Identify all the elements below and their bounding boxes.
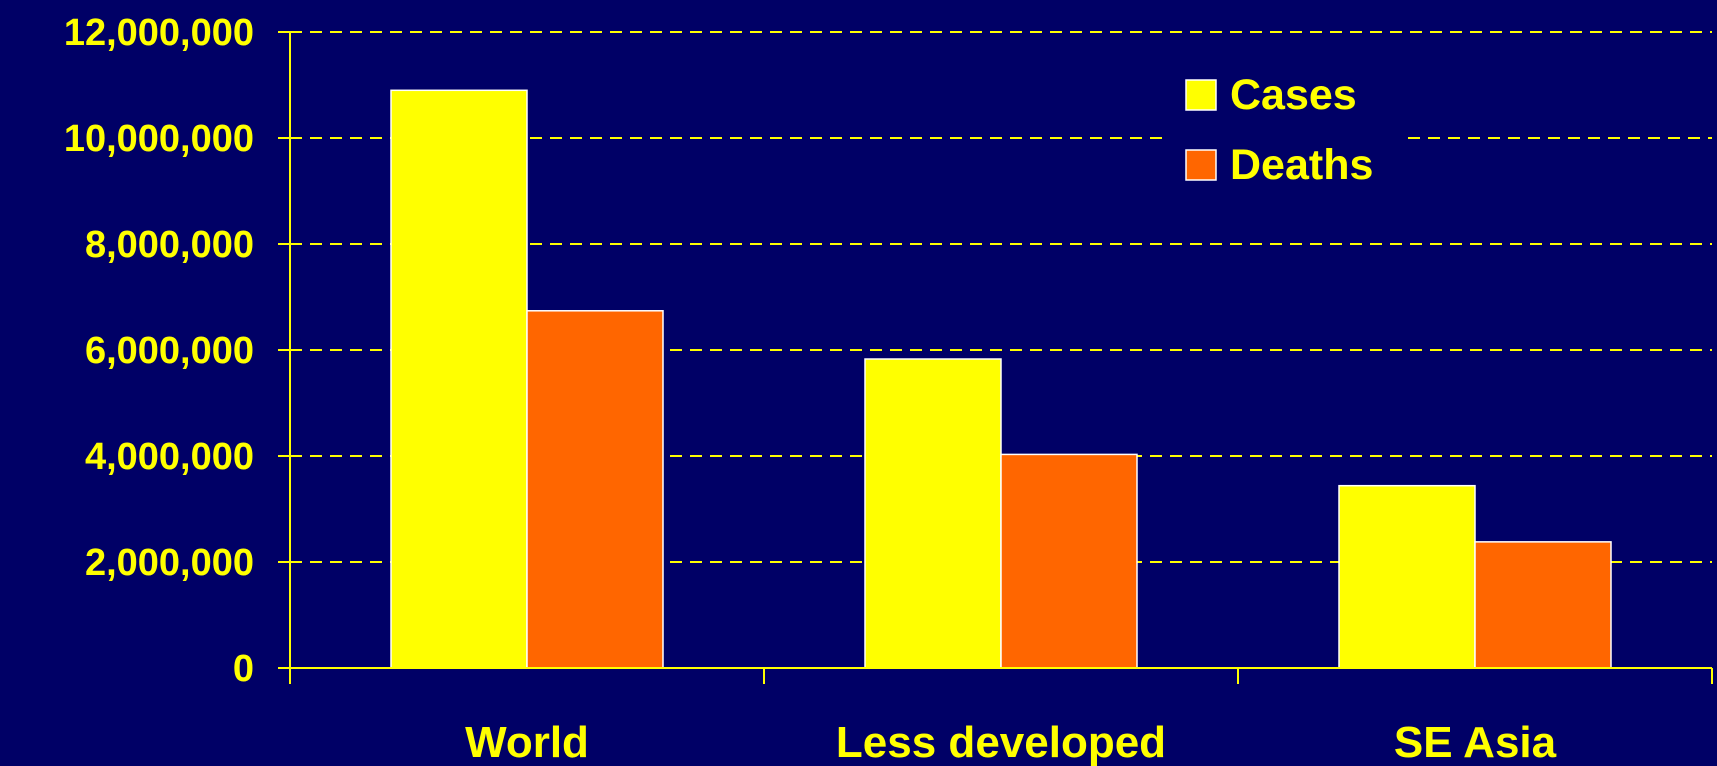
y-tick-label: 4,000,000 xyxy=(85,436,254,478)
legend-swatch-cases xyxy=(1185,79,1217,111)
labels: 0 2,000,000 4,000,000 6,000,000 8,000,000 10,… xyxy=(64,12,1557,766)
bar-cases-0 xyxy=(390,89,528,669)
legend-swatch-deaths xyxy=(1185,149,1217,181)
x-category-label: World xyxy=(465,718,589,766)
bar-cases-1 xyxy=(864,358,1002,669)
y-tick-label: 12,000,000 xyxy=(64,12,254,54)
y-tick-label: 10,000,000 xyxy=(64,118,254,160)
bar-deaths-2 xyxy=(1474,541,1612,669)
axes xyxy=(278,31,1713,684)
bar-deaths-1 xyxy=(1000,453,1138,669)
bar-deaths-0 xyxy=(526,310,664,669)
bar-cases-2 xyxy=(1338,484,1476,669)
legend-label-deaths: Deaths xyxy=(1230,141,1373,189)
x-category-label: SE Asia xyxy=(1394,718,1557,766)
y-tick-label: 0 xyxy=(233,648,254,690)
legend: Cases Deaths xyxy=(1185,71,1373,189)
bars xyxy=(390,89,1612,669)
x-category-label: Less developed xyxy=(836,718,1166,766)
y-tick-label: 2,000,000 xyxy=(85,542,254,584)
legend-label-cases: Cases xyxy=(1230,71,1357,119)
y-tick-label: 6,000,000 xyxy=(85,330,254,372)
y-tick-label: 8,000,000 xyxy=(85,224,254,266)
